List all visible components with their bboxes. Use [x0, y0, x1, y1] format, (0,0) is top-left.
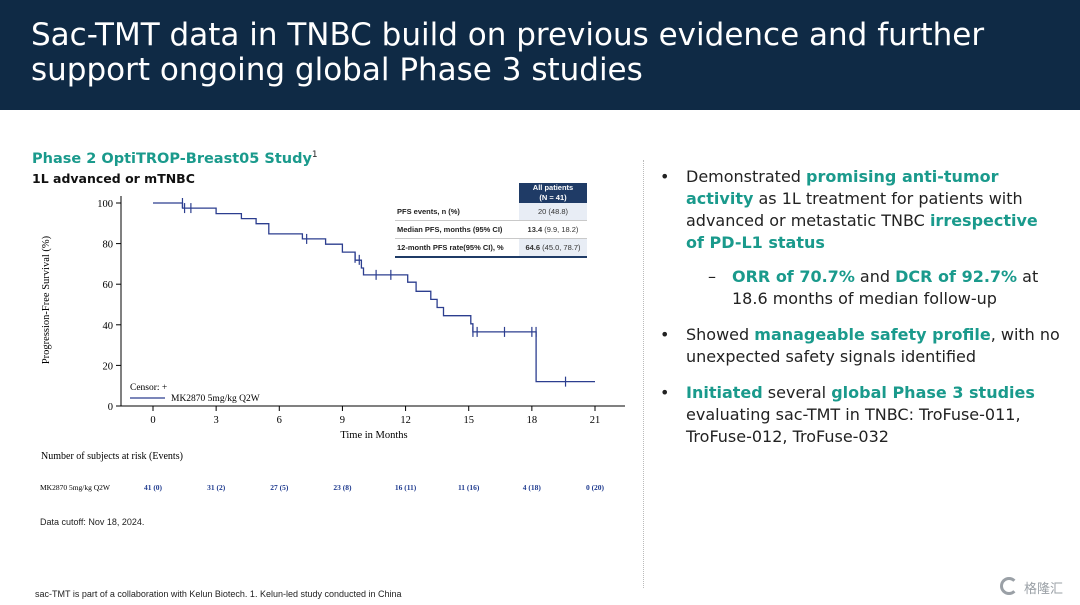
x-axis-title: Time in Months: [340, 430, 407, 441]
sub-bullet-orr-dcr: – ORR of 70.7% and DCR of 92.7% at 18.6 …: [708, 267, 1039, 308]
table-row-label: Median PFS, months (95% CI): [395, 220, 519, 239]
y-tick-label: 0: [108, 402, 113, 413]
risk-value: 16 (11): [395, 483, 417, 492]
risk-value: 4 (18): [523, 483, 542, 492]
key-findings-list: • Demonstrated promising anti-tumor acti…: [660, 166, 1060, 462]
y-tick-label: 60: [103, 280, 114, 291]
risk-value: 11 (16): [458, 483, 480, 492]
y-tick-label: 100: [97, 199, 113, 210]
bullet-dot: •: [660, 167, 670, 186]
study-title: Phase 2 OptiTROP-Breast05 Study1: [32, 150, 318, 167]
risk-row-label: MK2870 5mg/kg Q2W: [40, 483, 111, 492]
x-tick-label: 9: [340, 415, 345, 426]
y-tick-label: 40: [103, 321, 114, 332]
study-subtitle: 1L advanced or mTNBC: [32, 171, 195, 186]
x-tick-label: 6: [277, 415, 282, 426]
table-row-label: PFS events, n (%): [395, 203, 519, 221]
y-tick-label: 20: [103, 361, 114, 372]
x-tick-label: 21: [590, 415, 601, 426]
x-tick-label: 12: [400, 415, 411, 426]
header-banner: Sac-TMT data in TNBC build on previous e…: [0, 0, 1080, 110]
table-row-label: 12-month PFS rate(95% CI), %: [395, 238, 519, 258]
legend-censor-label: Censor: +: [130, 383, 167, 393]
watermark-text: 格隆汇: [1024, 581, 1064, 596]
legend-series-label: MK2870 5mg/kg Q2W: [171, 394, 260, 404]
bullet-phase3-studies: • Initiated several global Phase 3 studi…: [660, 383, 1035, 446]
table-row-value: 13.4 (9.9, 18.2): [519, 220, 587, 239]
chart-axes: 0 20 40 60 80 100 0 3 6 9 12 15 18 21 Time in Months Pr…: [41, 196, 625, 441]
table-row-value: 20 (48.8): [519, 203, 587, 221]
pfs-summary-table: All patients (N = 41) PFS events, n (%) …: [395, 183, 587, 258]
y-tick-label: 80: [103, 240, 114, 251]
data-cutoff-note: Data cutoff: Nov 18, 2024.: [40, 517, 145, 527]
risk-value: 23 (8): [333, 483, 352, 492]
risk-value: 41 (0): [144, 483, 163, 492]
x-tick-label: 15: [463, 415, 474, 426]
table-header-line1: All patients: [532, 183, 574, 192]
risk-table: Number of subjects at risk (Events) MK287…: [40, 451, 605, 492]
page-title: Sac-TMT data in TNBC build on previous e…: [31, 17, 985, 88]
column-divider: [643, 160, 644, 588]
km-curve-line: [153, 202, 595, 383]
x-tick-label: 0: [150, 415, 155, 426]
risk-value: 31 (2): [207, 483, 226, 492]
bullet-dot: •: [660, 325, 670, 344]
risk-value: 27 (5): [270, 483, 289, 492]
table-row: Median PFS, months (95% CI) 13.4 (9.9, 1…: [395, 220, 587, 239]
y-axis-title: Progression-Free Survival (%): [41, 235, 52, 364]
table-row-value: 64.6 (45.0, 78.7): [519, 238, 587, 258]
footnote: sac-TMT is part of a collaboration with …: [35, 589, 402, 599]
risk-value: 0 (20): [586, 483, 605, 492]
x-tick-label: 3: [214, 415, 219, 426]
table-header-all-patients: All patients (N = 41): [519, 183, 587, 203]
sub-bullet-dash: –: [708, 267, 716, 286]
km-chart: 0 20 40 60 80 100 0 3 6 9 12 15 18 21 Time in Months Pr…: [40, 196, 625, 492]
bullet-safety-profile: • Showed manageable safety profile, with…: [660, 325, 1060, 366]
table-header-line2: (N = 41): [539, 193, 567, 202]
censor-marks: [181, 198, 567, 387]
g-logo-icon: [1000, 577, 1018, 595]
chart-legend: Censor: + MK2870 5mg/kg Q2W: [130, 383, 260, 404]
study-title-text: Phase 2 OptiTROP-Breast05 Study: [32, 150, 312, 167]
watermark: 格隆汇: [1000, 576, 1076, 598]
study-title-footnote-ref: 1: [311, 150, 318, 160]
risk-table-title: Number of subjects at risk (Events): [41, 451, 183, 462]
x-tick-label: 18: [527, 415, 538, 426]
km-curve: [153, 202, 595, 383]
bullet-dot: •: [660, 383, 670, 402]
table-row: 12-month PFS rate(95% CI), % 64.6 (45.0,…: [395, 238, 587, 258]
table-corner: [395, 183, 519, 203]
table-row: PFS events, n (%) 20 (48.8): [395, 203, 587, 221]
bullet-anti-tumor-activity: • Demonstrated promising anti-tumor acti…: [660, 166, 1060, 310]
